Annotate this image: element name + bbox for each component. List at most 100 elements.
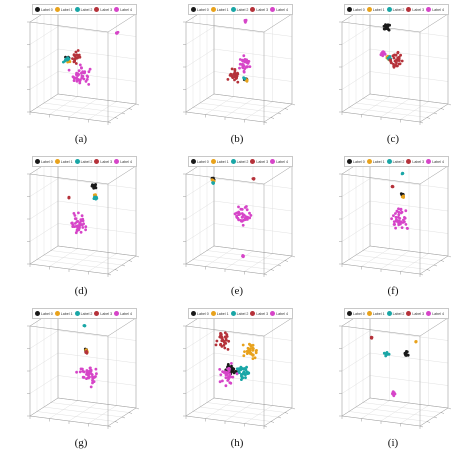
data-point: [75, 370, 78, 374]
data-point: [87, 375, 91, 379]
series-label-4: [67, 30, 120, 86]
series-label-1: [241, 342, 258, 360]
data-point: [88, 366, 92, 370]
data-point: [227, 364, 230, 368]
legend-marker: [347, 7, 352, 12]
data-point: [81, 375, 85, 379]
legend-label: Label 2: [80, 159, 93, 164]
data-point: [89, 385, 93, 389]
data-point: [81, 369, 85, 373]
data-point: [76, 56, 80, 60]
data-point: [77, 211, 80, 215]
data-point: [75, 220, 79, 223]
data-point: [243, 77, 247, 81]
series-label-0: [90, 183, 98, 190]
data-point: [392, 65, 396, 69]
legend-item: Label 2: [230, 7, 248, 12]
grid-line: [213, 330, 293, 341]
data-point: [394, 215, 398, 219]
legend-label: Label 2: [392, 311, 405, 316]
grid-line: [206, 402, 286, 413]
grid-line: [29, 48, 59, 68]
series-label-4: [391, 390, 397, 398]
tick-mark: [270, 269, 275, 271]
data-point: [236, 72, 240, 76]
data-point: [397, 207, 400, 211]
legend-marker: [114, 159, 120, 164]
data-point: [78, 370, 82, 374]
legend-marker: [426, 159, 432, 164]
data-point: [90, 372, 93, 376]
axis-edge: [29, 397, 59, 417]
tick-mark: [426, 117, 431, 119]
grid-line: [400, 405, 429, 424]
data-point: [238, 62, 242, 66]
data-point: [242, 354, 246, 358]
data-point: [80, 214, 84, 218]
legend-marker: [74, 311, 80, 316]
data-point: [404, 354, 408, 357]
series-label-3: [67, 195, 71, 200]
data-point: [85, 349, 88, 353]
grid-line: [244, 253, 273, 272]
series-label-4: [390, 207, 409, 230]
legend-marker: [94, 159, 100, 164]
data-point: [85, 372, 89, 376]
axis-edge: [369, 397, 449, 409]
data-point: [81, 217, 85, 221]
scatter3d-plot: [27, 4, 140, 125]
data-point: [243, 216, 247, 220]
axis-edge: [213, 245, 293, 257]
subplot-c: Label 0 Label 1 Label 2 Label 3 Label 4 (c): [320, 4, 466, 148]
legend-marker: [191, 7, 196, 12]
legend-marker: [250, 311, 256, 316]
data-point: [228, 73, 232, 77]
grid-line: [57, 200, 137, 212]
grid-line: [213, 200, 293, 212]
grid-line: [43, 102, 123, 114]
series-label-4: [70, 211, 88, 235]
tick-mark: [121, 112, 126, 115]
data-point: [230, 67, 234, 71]
grid-line: [341, 200, 371, 220]
scatter3d-plot: [183, 156, 296, 277]
legend-item: Label 0: [347, 159, 365, 164]
data-point: [245, 365, 248, 369]
data-point: [87, 83, 91, 86]
axis-edge: [369, 245, 449, 257]
legend-marker: [94, 311, 100, 316]
axis-edge: [107, 13, 137, 33]
legend-marker: [191, 311, 196, 316]
legend-label: Label 1: [60, 311, 73, 316]
legend: Label 0 Label 1 Label 2 Label 3 Label 4: [32, 156, 137, 167]
data-point: [78, 63, 82, 67]
series-label-2: [382, 351, 391, 358]
data-point: [240, 208, 244, 211]
data-point: [387, 28, 391, 32]
legend-item: Label 2: [386, 159, 404, 164]
legend-label: Label 4: [276, 7, 288, 12]
grid-line: [199, 406, 279, 418]
subplot-caption: (b): [230, 133, 244, 145]
legend-item: Label 4: [270, 311, 288, 316]
data-point: [397, 55, 401, 59]
data-point: [243, 58, 247, 61]
series-label-2: [235, 365, 251, 381]
subplot-g: Label 0 Label 1 Label 2 Label 3 Label 4 (g): [8, 308, 154, 452]
grid-line: [29, 200, 59, 220]
data-point: [242, 70, 246, 74]
legend-label: Label 4: [276, 311, 288, 316]
data-point: [404, 223, 408, 226]
grid-line: [206, 98, 286, 109]
data-point: [221, 370, 224, 373]
tick-mark: [277, 416, 282, 419]
legend-marker: [35, 159, 40, 164]
data-point: [218, 335, 222, 339]
data-point: [226, 78, 230, 81]
data-point: [393, 223, 396, 226]
data-point: [251, 357, 255, 360]
tick-mark: [291, 103, 296, 106]
data-point: [67, 196, 71, 199]
data-point: [212, 181, 215, 185]
axis-edge: [29, 325, 109, 337]
